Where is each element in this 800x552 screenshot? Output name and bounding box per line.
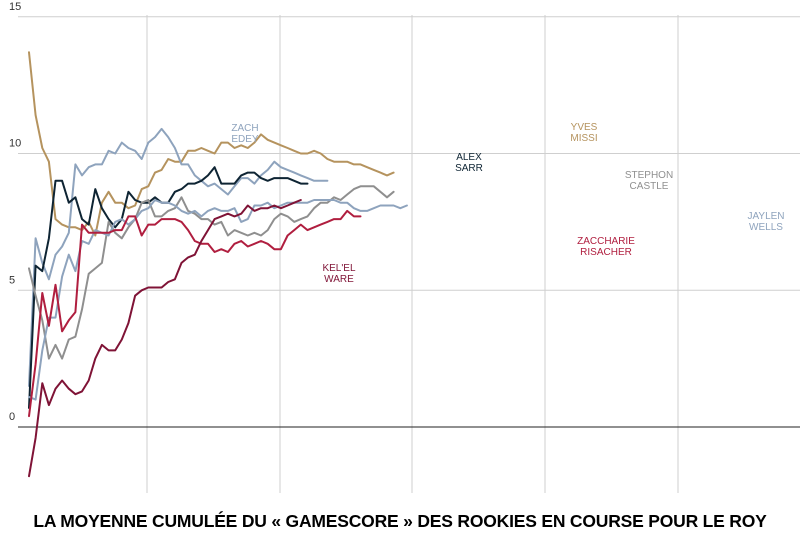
y-tick-label-10: 10	[9, 138, 21, 150]
series-label-zaccharie-risacher: ZACCHARIE RISACHER	[577, 236, 635, 258]
series-label-stephon-castle: STEPHON CASTLE	[625, 170, 673, 192]
series-labels: YVES MISSI ZACH EDEY ALEX SARR STEPHON CASTLE JA…	[231, 122, 784, 285]
series-label-zach-edey: ZACH EDEY	[231, 123, 259, 145]
series-label-jaylen-wells: JAYLEN WELLS	[747, 211, 784, 233]
grid-lines	[18, 15, 800, 493]
y-tick-label-15: 15	[9, 1, 21, 13]
series-line-jaylen-wells	[28, 199, 408, 401]
series-line-kel-el-ware	[28, 199, 302, 478]
chart-title: LA MOYENNE CUMULÉE DU « GAMESCORE » DES …	[33, 511, 767, 531]
series-line-yves-missi	[28, 51, 395, 237]
series-label-yves-missi: YVES MISSI	[570, 122, 597, 144]
series-line-zach-edey	[28, 127, 329, 387]
y-tick-label-0: 0	[9, 411, 15, 423]
y-axis: 0 5 10 15	[9, 1, 21, 423]
series-lines	[28, 51, 408, 478]
series-line-zaccharie-risacher	[28, 209, 362, 418]
series-label-kel-el-ware: KEL'EL WARE	[322, 263, 355, 285]
y-tick-label-5: 5	[9, 274, 15, 286]
series-line-stephon-castle	[28, 185, 395, 360]
series-label-alex-sarr: ALEX SARR	[455, 152, 483, 174]
